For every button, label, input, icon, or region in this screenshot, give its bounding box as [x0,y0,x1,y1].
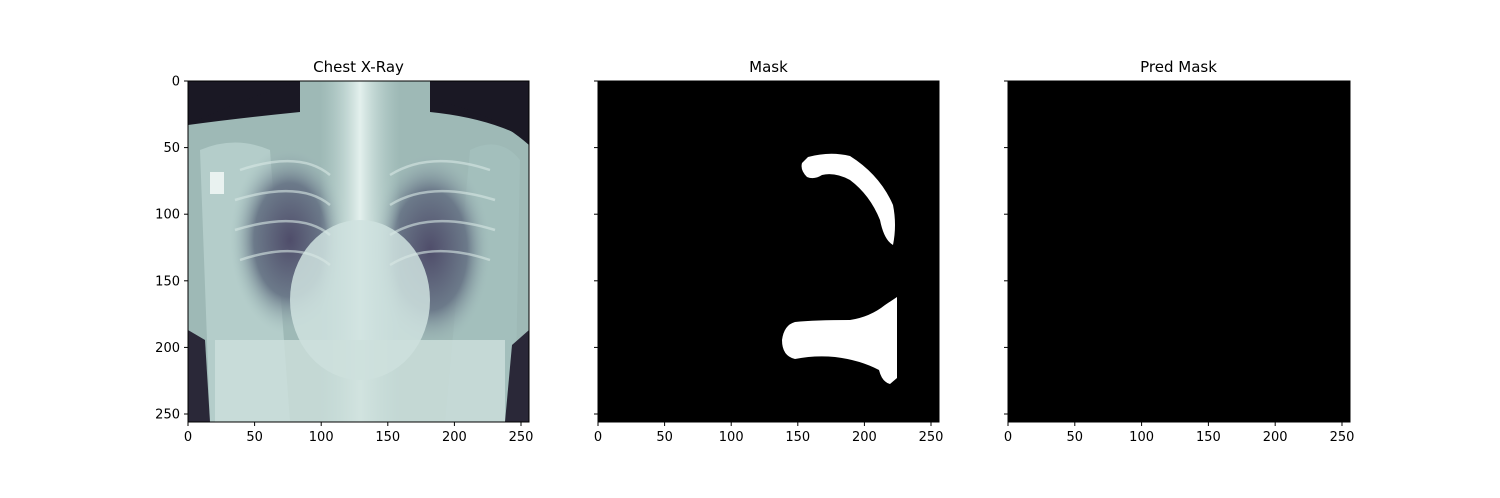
ground-truth-mask [598,81,939,422]
x-tick-label: 0 [594,430,602,445]
y-tick-label: 250 [155,408,180,423]
x-tick-label: 0 [1004,430,1012,445]
axes-frame [1007,80,1351,423]
chest-xray-image [188,81,529,422]
predicted-mask-empty [1008,81,1350,422]
x-tick-label: 50 [1067,430,1084,445]
x-tick-label: 100 [719,430,744,445]
y-tick-label: 100 [155,208,180,223]
panel-title: Pred Mask [1140,58,1217,76]
x-tick-label: 150 [1196,430,1221,445]
panel-pred-mask: Pred Mask 0 50 100 150 200 250 [1004,58,1355,445]
axes-frame [187,80,530,423]
x-tick-label: 150 [375,430,400,445]
x-tick-label: 150 [785,430,810,445]
x-tick-label: 200 [852,430,877,445]
x-tick-label: 100 [1129,430,1154,445]
panel-title: Mask [749,58,788,76]
x-tick-label: 200 [1263,430,1288,445]
x-tick-label: 250 [509,430,534,445]
x-tick-label: 250 [919,430,944,445]
axes-frame [597,80,940,423]
x-tick-label: 100 [309,430,334,445]
y-tick-label: 150 [155,274,180,289]
mask-region-lower [782,297,897,384]
y-tick-label: 0 [172,75,180,90]
panel-title: Chest X-Ray [313,58,404,76]
x-tick-label: 50 [656,430,673,445]
panel-chest-xray: Chest X-Ray [155,58,533,445]
y-tick-label: 50 [163,141,180,156]
mask-region-upper [801,153,895,245]
x-tick-label: 200 [442,430,467,445]
x-tick-label: 50 [246,430,263,445]
y-tick-label: 200 [155,341,180,356]
x-tick-label: 250 [1330,430,1355,445]
panel-mask: Mask 0 50 100 150 200 250 [594,58,944,445]
x-tick-label: 0 [184,430,192,445]
